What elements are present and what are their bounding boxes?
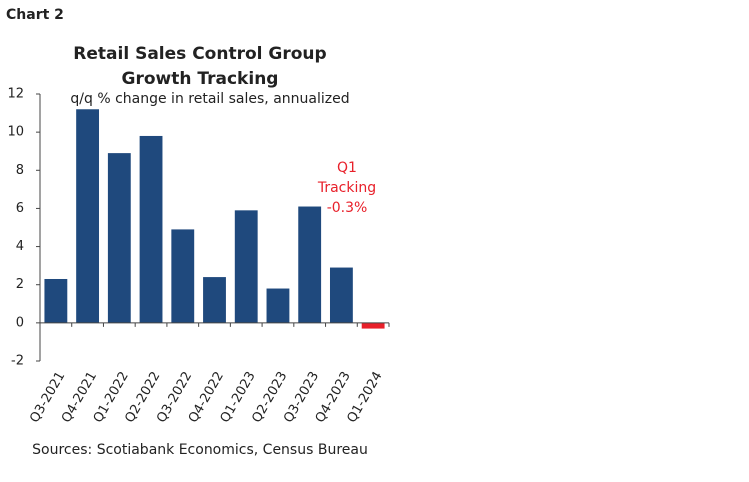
bar xyxy=(44,278,68,323)
bar xyxy=(266,288,290,323)
chart-subtitle: q/q % change in retail sales, annualized xyxy=(70,91,349,107)
y-tick-label: 12 xyxy=(7,87,24,102)
bar xyxy=(107,153,131,323)
bar xyxy=(361,322,385,329)
annotation: Tracking xyxy=(317,180,376,196)
bar xyxy=(139,135,163,323)
header: Chart 2 xyxy=(6,7,64,23)
y-tick-label: 6 xyxy=(16,201,24,216)
source: Sources: Scotiabank Economics, Census Bu… xyxy=(32,442,368,458)
chart-title: Growth Tracking xyxy=(122,69,279,89)
y-tick-label: 8 xyxy=(16,163,24,178)
annotation: Q1 xyxy=(337,160,357,176)
bar xyxy=(329,267,353,323)
y-tick-label: 0 xyxy=(16,315,24,330)
chart-title: Retail Sales Control Group xyxy=(73,44,326,64)
bar xyxy=(171,229,195,323)
y-tick-label: 2 xyxy=(16,277,24,292)
bar xyxy=(76,109,100,323)
bar xyxy=(203,277,226,323)
y-tick-label: 4 xyxy=(16,239,24,254)
bar xyxy=(234,210,258,323)
bar xyxy=(298,206,322,323)
y-tick-label: 10 xyxy=(7,125,24,140)
y-tick-label: -2 xyxy=(11,354,24,369)
annotation: -0.3% xyxy=(327,200,368,216)
